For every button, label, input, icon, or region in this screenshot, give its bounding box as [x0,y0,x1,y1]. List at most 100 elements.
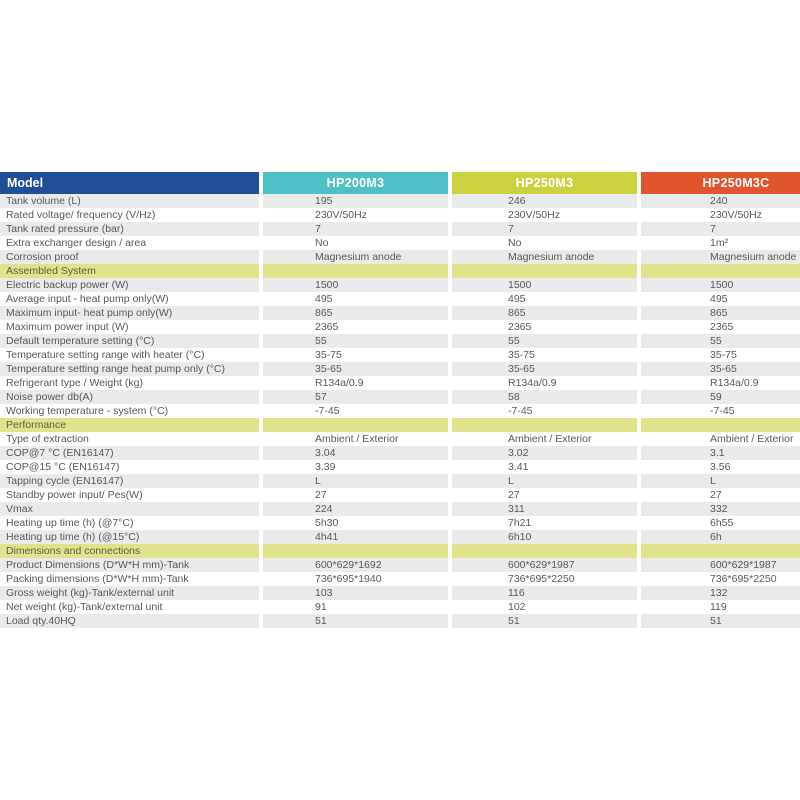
column-gap [259,572,263,586]
spec-value-hp250m3c: 6h [641,530,800,544]
spec-value-hp250m3: Magnesium anode [452,250,637,264]
spec-label: Type of extraction [0,432,259,446]
spec-value-hp250m3: Ambient / Exterior [452,432,637,446]
column-gap [448,306,452,320]
section-header-label: Performance [0,418,259,432]
column-gap [448,516,452,530]
column-gap [259,418,263,432]
column-gap [448,264,452,278]
column-gap [259,236,263,250]
column-gap [259,516,263,530]
column-gap [259,586,263,600]
spec-value-hp250m3: 230V/50Hz [452,208,637,222]
section-header-fill [263,544,448,558]
column-gap [448,194,452,208]
column-gap [637,446,641,460]
table-row: Load qty.40HQ 51 51 51 [0,614,800,628]
spec-value-hp250m3: -7-45 [452,404,637,418]
spec-value-hp200m3: 5h30 [263,516,448,530]
spec-label: Load qty.40HQ [0,614,259,628]
spec-label: Working temperature - system (°C) [0,404,259,418]
column-gap [637,334,641,348]
column-gap [637,404,641,418]
column-gap [637,376,641,390]
section-header-fill [641,418,800,432]
column-gap [448,586,452,600]
spec-value-hp200m3: Ambient / Exterior [263,432,448,446]
column-gap [637,544,641,558]
table-row: Tapping cycle (EN16147) L L L [0,474,800,488]
spec-value-hp250m3: 7 [452,222,637,236]
spec-value-hp250m3: No [452,236,637,250]
column-gap [637,390,641,404]
spec-value-hp200m3: No [263,236,448,250]
spec-value-hp200m3: 3.39 [263,460,448,474]
spec-value-hp250m3: 116 [452,586,637,600]
spec-value-hp200m3: 600*629*1692 [263,558,448,572]
spec-value-hp200m3: 736*695*1940 [263,572,448,586]
column-gap [637,432,641,446]
spec-value-hp250m3: 865 [452,306,637,320]
spec-value-hp250m3: 7h21 [452,516,637,530]
column-gap [259,446,263,460]
column-gap [448,278,452,292]
spec-value-hp250m3: 27 [452,488,637,502]
spec-value-hp200m3: 865 [263,306,448,320]
column-gap [259,502,263,516]
spec-label: Extra exchanger design / area [0,236,259,250]
column-gap [448,474,452,488]
column-gap [448,432,452,446]
column-header-label: HP200M3 [326,176,385,190]
spec-label: Noise power db(A) [0,390,259,404]
spec-label: Temperature setting range with heater (°… [0,348,259,362]
section-header-fill [263,264,448,278]
column-gap [448,236,452,250]
spec-table: Model HP200M3 HP250M3 HP250M3C Tank volu… [0,172,800,628]
column-gap [259,320,263,334]
column-gap [259,208,263,222]
column-gap [448,530,452,544]
spec-label: Standby power input/ Pes(W) [0,488,259,502]
column-gap [259,390,263,404]
table-row: Electric backup power (W) 1500 1500 1500 [0,278,800,292]
section-header-row: Performance [0,418,800,432]
column-gap [259,404,263,418]
spec-value-hp250m3c: 600*629*1987 [641,558,800,572]
spec-value-hp250m3c: 35-65 [641,362,800,376]
table-row: Noise power db(A) 57 58 59 [0,390,800,404]
table-row: Type of extraction Ambient / Exterior Am… [0,432,800,446]
column-header-hp250m3: HP250M3 [452,172,637,194]
column-gap [259,306,263,320]
table-row: Heating up time (h) (@7°C) 5h30 7h21 6h5… [0,516,800,530]
column-gap [448,488,452,502]
spec-value-hp250m3: 1500 [452,278,637,292]
table-row: Gross weight (kg)-Tank/external unit 103… [0,586,800,600]
spec-value-hp250m3c: -7-45 [641,404,800,418]
column-gap [637,572,641,586]
spec-value-hp200m3: 2365 [263,320,448,334]
table-row: Product Dimensions (D*W*H mm)-Tank 600*6… [0,558,800,572]
column-gap [448,348,452,362]
spec-value-hp250m3c: 736*695*2250 [641,572,800,586]
table-row: COP@15 °C (EN16147) 3.39 3.41 3.56 [0,460,800,474]
spec-value-hp250m3: 35-75 [452,348,637,362]
table-header-row: Model HP200M3 HP250M3 HP250M3C [0,172,800,194]
section-header-label: Assembled System [0,264,259,278]
table-row: Maximum power input (W) 2365 2365 2365 [0,320,800,334]
column-gap [259,278,263,292]
section-header-fill [641,264,800,278]
column-gap [637,488,641,502]
column-gap [259,348,263,362]
column-gap [637,348,641,362]
spec-label: Maximum power input (W) [0,320,259,334]
section-header-fill [263,418,448,432]
spec-value-hp200m3: Magnesium anode [263,250,448,264]
spec-value-hp250m3c: 2365 [641,320,800,334]
spec-value-hp200m3: R134a/0.9 [263,376,448,390]
spec-value-hp250m3c: 119 [641,600,800,614]
spec-label: Default temperature setting (°C) [0,334,259,348]
column-gap [448,446,452,460]
spec-value-hp250m3c: 35-75 [641,348,800,362]
column-gap [259,614,263,628]
spec-value-hp250m3c: 230V/50Hz [641,208,800,222]
